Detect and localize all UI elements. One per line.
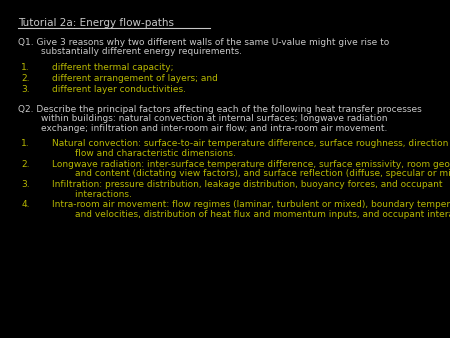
Text: exchange; infiltration and inter-room air flow; and intra-room air movement.: exchange; infiltration and inter-room ai…: [18, 124, 387, 133]
Text: different arrangement of layers; and: different arrangement of layers; and: [52, 74, 218, 82]
Text: Q1. Give 3 reasons why two different walls of the same U-value might give rise t: Q1. Give 3 reasons why two different wal…: [18, 38, 389, 47]
Text: 3.: 3.: [22, 84, 30, 94]
Text: flow and characteristic dimensions.: flow and characteristic dimensions.: [52, 149, 236, 158]
Text: Longwave radiation: inter-surface temperature difference, surface emissivity, ro: Longwave radiation: inter-surface temper…: [52, 160, 450, 169]
Text: and content (dictating view factors), and surface reflection (diffuse, specular : and content (dictating view factors), an…: [52, 169, 450, 178]
Text: Tutorial 2a: Energy flow-paths: Tutorial 2a: Energy flow-paths: [18, 18, 174, 28]
Text: Intra-room air movement: flow regimes (laminar, turbulent or mixed), boundary te: Intra-room air movement: flow regimes (l…: [52, 200, 450, 210]
Text: Q2. Describe the principal factors affecting each of the following heat transfer: Q2. Describe the principal factors affec…: [18, 105, 422, 114]
Text: Natural convection: surface-to-air temperature difference, surface roughness, di: Natural convection: surface-to-air tempe…: [52, 139, 450, 148]
Text: and velocities, distribution of heat flux and momentum inputs, and occupant inte: and velocities, distribution of heat flu…: [52, 210, 450, 219]
Text: different thermal capacity;: different thermal capacity;: [52, 63, 174, 72]
Text: substantially different energy requirements.: substantially different energy requireme…: [18, 48, 242, 56]
Text: within buildings: natural convection at internal surfaces; longwave radiation: within buildings: natural convection at …: [18, 115, 387, 123]
Text: interactions.: interactions.: [52, 190, 132, 198]
Text: 1.: 1.: [22, 139, 30, 148]
Text: Infiltration: pressure distribution, leakage distribution, buoyancy forces, and : Infiltration: pressure distribution, lea…: [52, 180, 442, 189]
Text: 2.: 2.: [22, 160, 30, 169]
Text: 1.: 1.: [22, 63, 30, 72]
Text: 3.: 3.: [22, 180, 30, 189]
Text: 4.: 4.: [22, 200, 30, 210]
Text: different layer conductivities.: different layer conductivities.: [52, 84, 186, 94]
Text: 2.: 2.: [22, 74, 30, 82]
